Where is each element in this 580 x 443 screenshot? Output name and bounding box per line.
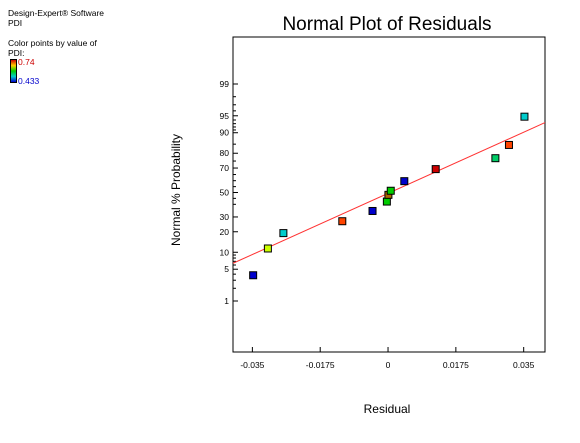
y-tick-label: 99: [220, 79, 230, 89]
data-point: [279, 229, 288, 238]
data-point: [368, 206, 377, 215]
color-gradient-bar: [10, 59, 17, 83]
x-tick-label: 0.035: [513, 360, 535, 370]
data-point: [338, 217, 347, 226]
y-axis: 1 5 10 20 30 50 70 80 90 95 99: [220, 79, 238, 306]
x-tick-label: 0: [386, 360, 391, 370]
data-point: [249, 271, 258, 280]
software-label: Design-Expert® Software: [8, 8, 105, 18]
x-axis: -0.035 -0.0175 0 0.0175 0.035: [240, 347, 535, 370]
x-tick-label: 0.0175: [443, 360, 469, 370]
y-tick-label: 80: [220, 148, 230, 158]
y-axis-title: Normal % Probability: [169, 134, 183, 246]
plot-frame: [232, 36, 546, 353]
y-tick-label: 1: [224, 296, 229, 306]
y-tick-label: 20: [220, 227, 230, 237]
data-point: [400, 177, 409, 186]
x-tick-label: -0.035: [240, 360, 264, 370]
y-tick-label: 95: [220, 111, 230, 121]
x-axis-title: Residual: [364, 402, 411, 416]
x-tick-label: -0.0175: [306, 360, 335, 370]
data-point: [520, 112, 529, 121]
data-point: [386, 186, 395, 195]
legend-panel: Design-Expert® Software PDI Color points…: [8, 8, 148, 93]
y-tick-label: 50: [220, 188, 230, 198]
y-tick-label: 30: [220, 212, 230, 222]
color-caption-2: PDI:: [8, 48, 25, 58]
response-label: PDI: [8, 18, 23, 28]
color-low-label: 0.433: [18, 76, 40, 86]
y-tick-label: 10: [220, 247, 230, 257]
data-point: [491, 154, 500, 163]
color-high-label: 0.74: [18, 57, 35, 67]
data-point: [504, 140, 513, 149]
y-tick-label: 5: [224, 264, 229, 274]
color-caption: Color points by value of: [8, 38, 97, 48]
color-scale: 0.74 0.433: [8, 57, 148, 93]
data-point: [382, 197, 391, 206]
data-points: [249, 112, 529, 280]
y-tick-label: 70: [220, 163, 230, 173]
data-point: [263, 244, 272, 253]
chart-title: Normal Plot of Residuals: [282, 14, 491, 35]
data-point: [431, 165, 440, 174]
y-tick-label: 90: [220, 128, 230, 138]
